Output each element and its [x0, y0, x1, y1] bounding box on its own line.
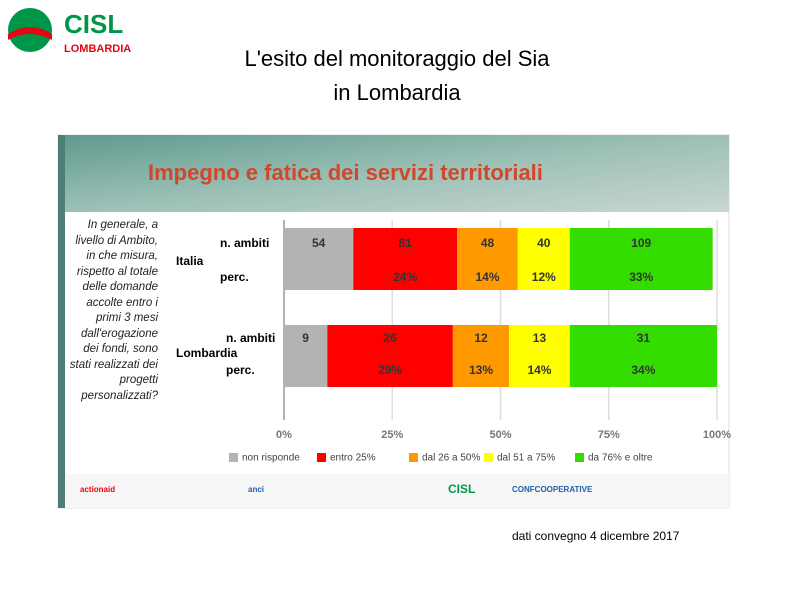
count-row-label: n. ambiti: [220, 236, 269, 250]
value-label: 29%: [378, 363, 402, 377]
category-label: Lombardia: [176, 346, 238, 360]
partner-logo: anci: [248, 485, 264, 494]
question: In generale, a livello di Ambito, in che…: [69, 219, 158, 402]
legend-label: dal 26 a 50%: [422, 453, 480, 464]
logo-name: CISL: [64, 9, 123, 39]
legend-swatch: [409, 453, 418, 462]
partner-logo: actionaid: [80, 485, 115, 494]
logo-strip: [66, 474, 729, 508]
value-label: 14%: [475, 270, 499, 284]
footer-note: dati convegno 4 dicembre 2017: [512, 529, 680, 543]
x-tick-label: 75%: [598, 429, 620, 441]
bar-segment: [569, 325, 717, 387]
count-row-label: n. ambiti: [226, 331, 275, 345]
slide-title: L'esito del monitoraggio del Sia: [244, 46, 550, 71]
bar-segment: [517, 228, 570, 290]
bar-segment: [284, 325, 328, 387]
legend-swatch: [229, 453, 238, 462]
category-label: Italia: [176, 254, 204, 268]
bar-segment: [353, 228, 458, 290]
x-tick-label: 0%: [276, 429, 292, 441]
count-label: 26: [383, 331, 397, 345]
bar-segment: [509, 325, 570, 387]
count-label: 81: [399, 236, 413, 250]
legend-label: non risponde: [242, 453, 300, 464]
x-tick-label: 25%: [381, 429, 403, 441]
bar-segment: [327, 325, 453, 387]
percent-row-label: perc.: [220, 270, 249, 284]
bar-segment: [284, 228, 354, 290]
legend-swatch: [317, 453, 326, 462]
banner: [58, 135, 729, 212]
partner-logo: CONFCOOPERATIVE: [512, 485, 593, 494]
slide-title: in Lombardia: [333, 80, 461, 105]
count-label: 31: [637, 331, 651, 345]
legend-swatch: [484, 453, 493, 462]
legend-label: da 76% e oltre: [588, 453, 653, 464]
bar-segment: [452, 325, 510, 387]
value-label: 12%: [532, 270, 556, 284]
count-label: 40: [537, 236, 551, 250]
value-label: 34%: [631, 363, 655, 377]
legend-label: entro 25%: [330, 453, 376, 464]
logo-stripe: [8, 27, 52, 40]
count-label: 12: [474, 331, 488, 345]
partner-logo: CISL: [448, 482, 475, 496]
count-label: 48: [481, 236, 495, 250]
bar-segment: [569, 228, 713, 290]
percent-row-label: perc.: [226, 363, 255, 377]
value-label: 14%: [527, 363, 551, 377]
x-tick-label: 50%: [489, 429, 511, 441]
frame-edge: [58, 135, 65, 508]
value-label: 33%: [629, 270, 653, 284]
count-label: 109: [631, 236, 651, 250]
legend-label: dal 51 a 75%: [497, 453, 555, 464]
bar-segment: [457, 228, 518, 290]
count-label: 13: [533, 331, 547, 345]
legend-swatch: [575, 453, 584, 462]
x-tick-label: 100%: [703, 429, 731, 441]
value-label: 13%: [469, 363, 493, 377]
count-label: 9: [302, 331, 309, 345]
value-label: 24%: [393, 270, 417, 284]
chart-title: Impegno e fatica dei servizi territorial…: [148, 160, 543, 185]
count-label: 54: [312, 236, 326, 250]
logo-region: LOMBARDIA: [64, 43, 131, 55]
